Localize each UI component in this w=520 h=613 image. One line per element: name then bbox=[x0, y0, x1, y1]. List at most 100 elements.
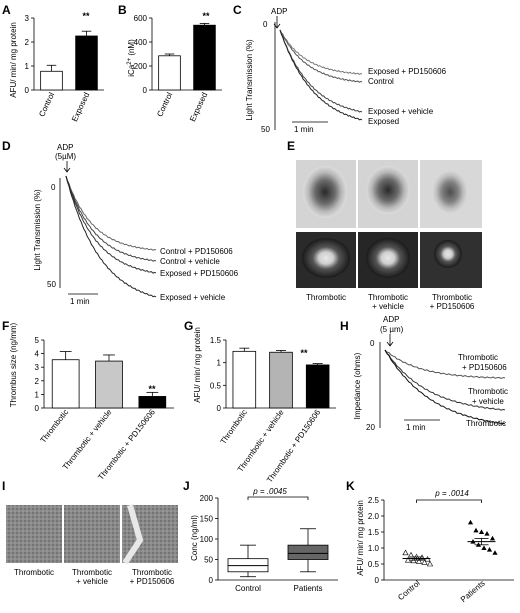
panel-d-trace-label-2: Exposed + PD150606 bbox=[160, 269, 239, 278]
panel-d-trace-label-0: Control + PD150606 bbox=[160, 247, 233, 256]
panel-h-trace-label-2: Thrombotic bbox=[466, 419, 506, 428]
panel-e-blot-images bbox=[296, 160, 482, 228]
panel-c-ytop: 0 bbox=[263, 20, 268, 29]
clot-region bbox=[434, 240, 462, 268]
data-point bbox=[404, 556, 412, 563]
panel-i-caption-1: Thrombotic + vehicle bbox=[72, 568, 112, 586]
x-tick-label: Exposed bbox=[188, 91, 209, 123]
y-tick-label: 2.0 bbox=[368, 512, 380, 521]
bar bbox=[75, 35, 98, 91]
panel-e-caption-0: Thrombotic bbox=[306, 293, 346, 302]
panel-d-trace-label-3: Exposed + vehicle bbox=[160, 293, 226, 302]
panel-j-label: J bbox=[183, 479, 190, 493]
panel-j: J Conc (ng/ml) 0 50 100 150 200 Control Patien… bbox=[183, 479, 338, 593]
y-tick-label: 0 bbox=[209, 576, 214, 585]
x-tick-label: Thrombotic + vehicle bbox=[61, 407, 114, 471]
panel-a: A AFU/ min/ mg protein 0 1 2 3 Control Expose… bbox=[2, 3, 104, 123]
panel-d-scale-label: 1 min bbox=[70, 297, 90, 306]
panel-i: I Thrombotic Thrombotic + vehicle Thrombo… bbox=[2, 479, 178, 586]
panel-c-label: C bbox=[233, 3, 242, 17]
panel-b-ylabel: iCa2+ (nM) bbox=[127, 39, 136, 77]
y-tick-label: 1 bbox=[217, 359, 222, 368]
y-tick-label: 1 bbox=[35, 390, 40, 399]
y-tick-label: 1 bbox=[25, 62, 30, 71]
panel-a-ylabel: AFU/ min/ mg protein bbox=[9, 22, 18, 98]
data-point bbox=[467, 519, 474, 525]
y-tick-label: 2.5 bbox=[368, 496, 380, 505]
panel-c-trace-label-2: Exposed + vehicle bbox=[368, 107, 434, 116]
y-tick-label: 150 bbox=[200, 515, 214, 524]
bar bbox=[95, 360, 123, 409]
data-point bbox=[481, 545, 487, 550]
data-point bbox=[478, 529, 485, 534]
panel-k-plot: 0 0.5 1.0 1.5 2.0 2.5 Control Patients bbox=[368, 496, 514, 604]
trace bbox=[279, 29, 363, 121]
panel-b-label: B bbox=[118, 3, 127, 17]
data-point bbox=[421, 559, 428, 565]
trace bbox=[65, 175, 157, 262]
y-tick-label: 0 bbox=[25, 86, 30, 95]
y-tick-label: 0 bbox=[375, 576, 380, 585]
trace bbox=[279, 29, 363, 113]
panel-j-ylabel: Conc (ng/ml) bbox=[190, 515, 199, 561]
bar bbox=[138, 396, 167, 409]
x-tick-label: Thrombotic bbox=[39, 408, 71, 445]
panel-h-scale-label: 1 min bbox=[406, 423, 426, 432]
bar bbox=[158, 55, 181, 91]
panel-e-micrographs bbox=[296, 232, 482, 288]
y-tick-label: 1.0 bbox=[368, 544, 380, 553]
panel-k: K AFU/ min/ mg protein 0 0.5 1.0 1.5 2.0 2.5 C… bbox=[346, 479, 514, 604]
panel-a-label: A bbox=[2, 3, 11, 17]
panel-c-traces bbox=[279, 29, 363, 121]
panel-h: H ADP (5 µm) 0 20 Impedance (ohms) 1 min… bbox=[340, 315, 508, 432]
panel-k-ylabel: AFU/ min/ mg protein bbox=[356, 500, 365, 576]
y-tick-label: 600 bbox=[134, 14, 148, 23]
micrograph-vehicle bbox=[64, 505, 120, 563]
y-tick-label: 4 bbox=[35, 350, 40, 359]
panel-c-ybottom: 50 bbox=[261, 125, 270, 134]
panel-f-ylabel: Thrombus size (ng/mm) bbox=[9, 322, 18, 407]
panel-h-ytop: 0 bbox=[370, 339, 375, 348]
x-tick-label: Control bbox=[235, 584, 261, 593]
y-tick-label: 2 bbox=[35, 377, 40, 386]
box bbox=[287, 544, 329, 560]
y-tick-label: 3 bbox=[25, 14, 30, 23]
panel-h-label: H bbox=[340, 319, 349, 333]
data-point bbox=[473, 527, 479, 533]
panel-i-label: I bbox=[2, 479, 5, 493]
panel-c: C ADP 0 50 Light Transmission (%) 1 min … bbox=[233, 3, 447, 134]
panel-c-ylabel: Light Transmission (%) bbox=[245, 39, 254, 121]
y-tick-label: 2 bbox=[25, 38, 30, 47]
panel-c-stimulus: ADP bbox=[271, 7, 287, 16]
panel-f: F Thrombus size (ng/mm) 0 1 2 3 4 5 Thrombotic… bbox=[2, 319, 174, 482]
data-point bbox=[486, 547, 493, 552]
bar bbox=[193, 24, 216, 91]
panel-c-scale-label: 1 min bbox=[294, 125, 314, 134]
panel-f-significance: ** bbox=[148, 384, 156, 394]
panel-j-plot: 0 50 100 150 200 Control Patients bbox=[200, 494, 338, 593]
panel-d-arrow-icon bbox=[63, 161, 71, 173]
bar bbox=[232, 350, 257, 409]
bar bbox=[40, 70, 63, 91]
panel-d-stimulus-dose: (5µM) bbox=[55, 152, 76, 161]
panel-g-ylabel: AFU/ min/ mg protein bbox=[193, 327, 202, 403]
panel-i-caption-2: Thrombotic + PD150606 bbox=[130, 568, 175, 586]
y-tick-label: 200 bbox=[200, 494, 214, 503]
panel-g-significance: ** bbox=[300, 348, 308, 358]
bar bbox=[305, 364, 330, 409]
blot-spot bbox=[432, 170, 468, 214]
panel-d: D ADP (5µM) 0 50 Light Transmission (%) … bbox=[2, 139, 239, 306]
bar bbox=[51, 359, 80, 409]
panel-d-trace-label-1: Control + vehicle bbox=[160, 257, 220, 266]
y-tick-label: 0 bbox=[35, 404, 40, 413]
y-tick-label: 1.5 bbox=[368, 528, 380, 537]
y-tick-label: 200 bbox=[134, 62, 148, 71]
data-point bbox=[407, 551, 415, 558]
panel-c-trace-label-0: Exposed + PD150606 bbox=[368, 67, 447, 76]
panel-d-ytop: 0 bbox=[51, 183, 56, 192]
trace bbox=[384, 349, 506, 425]
panel-d-stimulus: ADP bbox=[57, 143, 73, 152]
panel-d-ylabel: Light Transmission (%) bbox=[33, 189, 42, 271]
vessel-lumen bbox=[122, 504, 144, 565]
trace bbox=[384, 349, 506, 411]
